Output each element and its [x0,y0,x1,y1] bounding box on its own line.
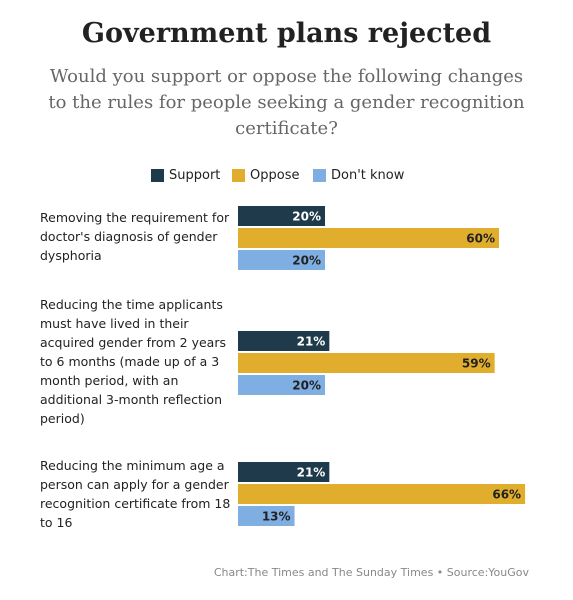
value-label: 59% [462,357,491,371]
value-label: 66% [492,488,521,502]
category-label: Reducing the minimum age a person can ap… [40,458,231,530]
value-label: 20% [292,210,321,224]
bar [238,353,495,373]
bar [238,206,325,226]
chart-title: Government plans rejected [81,18,492,49]
legend-swatch [313,169,326,182]
bar [238,484,526,504]
legend-swatch [232,169,245,182]
category-label: Removing the requirement for doctor's di… [40,210,230,263]
chart-subtitle: Would you support or oppose the followin… [48,66,525,139]
legend-label: Support [169,168,221,183]
value-label: 20% [292,254,321,268]
value-label: 13% [262,510,291,524]
bar [238,250,325,270]
value-label: 21% [297,335,326,349]
source: Chart:The Times and The Sunday Times • S… [213,566,529,579]
bar [238,506,295,526]
bar [238,375,325,395]
category-label: Reducing the time applicants must have l… [40,297,226,426]
bar [238,462,330,482]
value-label: 20% [292,379,321,393]
bar [238,228,499,248]
legend-item: Support [151,168,220,183]
legend-label: Don't know [331,168,405,183]
legend-swatch [151,169,164,182]
bar [238,331,330,351]
legend-item: Oppose [232,168,299,183]
value-label: 21% [297,466,326,480]
legend-label: Oppose [250,168,300,183]
legend-item: Don't know [313,168,404,183]
value-label: 60% [466,232,495,246]
